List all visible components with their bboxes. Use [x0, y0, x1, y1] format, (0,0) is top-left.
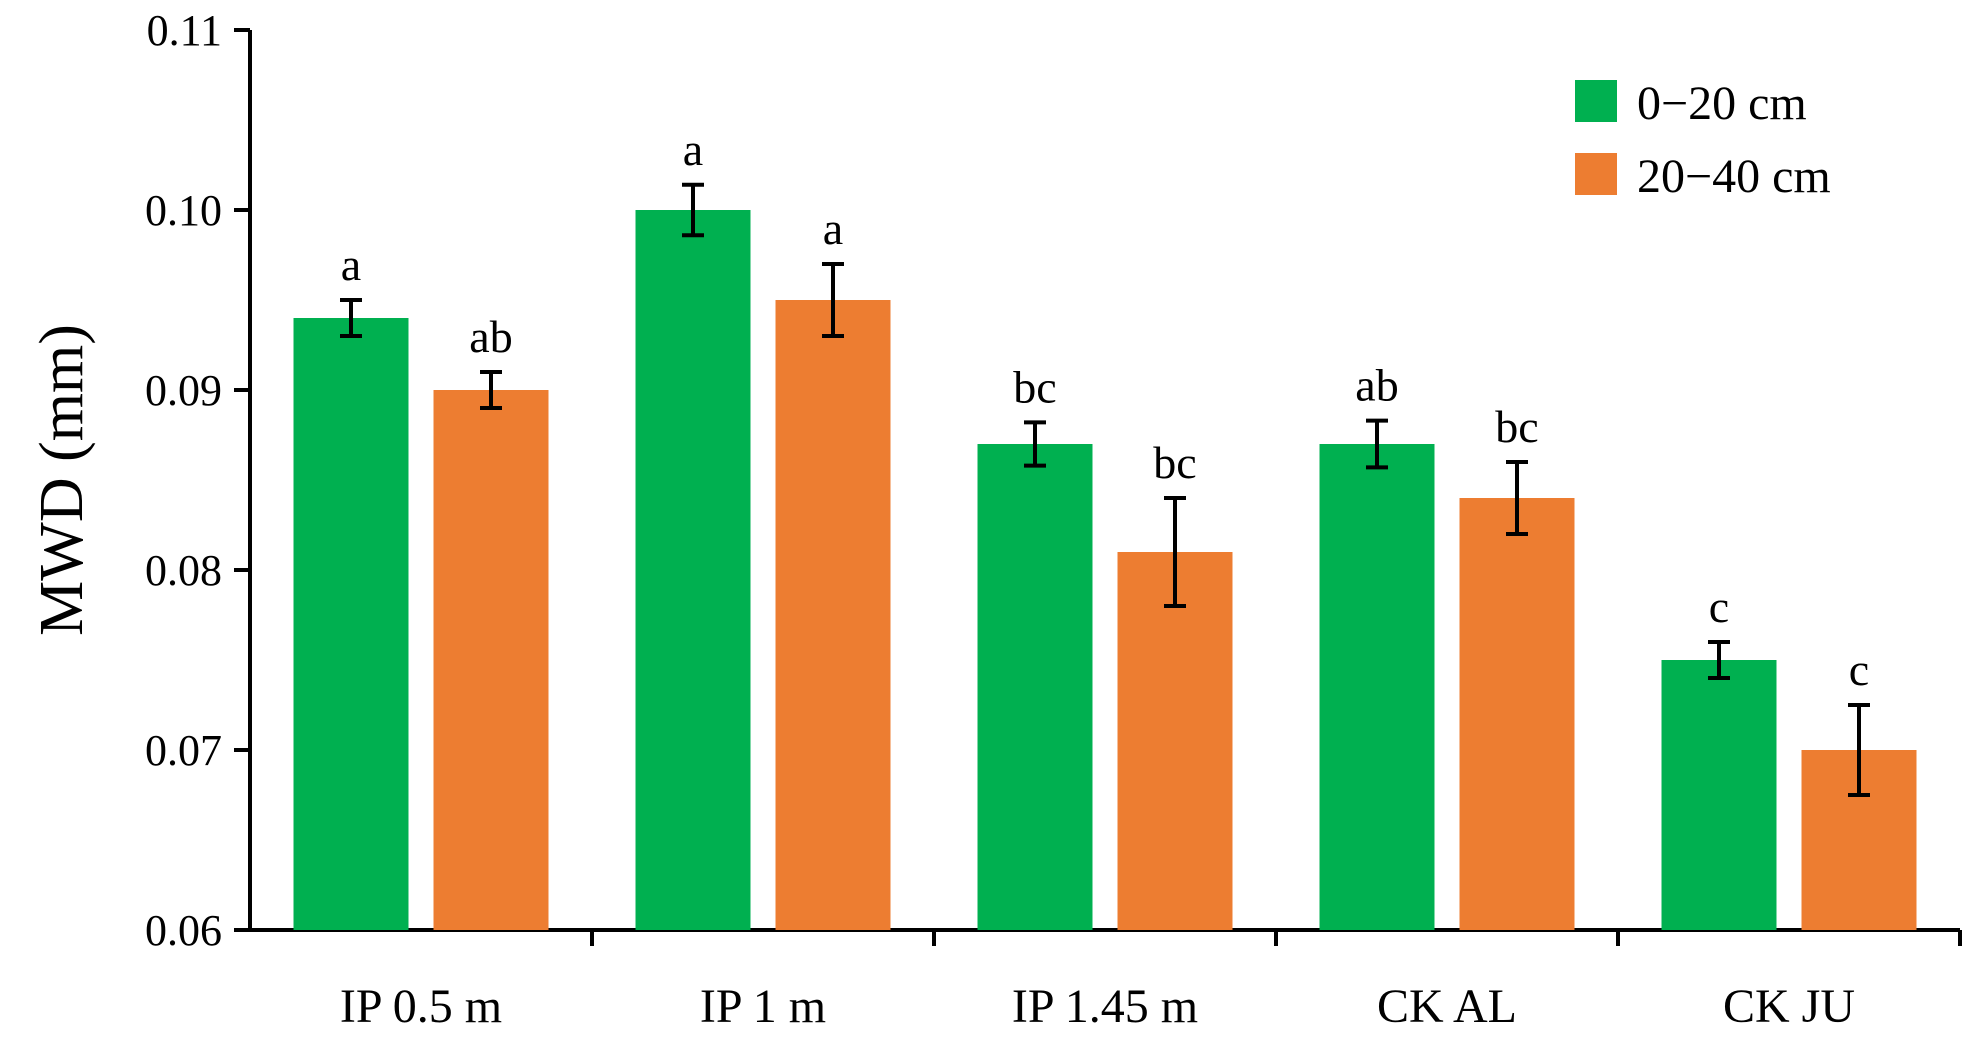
y-tick-label: 0.09 — [145, 366, 222, 415]
x-tick-label: IP 0.5 m — [340, 980, 502, 1033]
x-tick-label: CK JU — [1723, 980, 1855, 1033]
y-tick-label: 0.10 — [145, 186, 222, 235]
legend-swatch — [1575, 153, 1617, 195]
legend-label: 20−40 cm — [1637, 150, 1831, 203]
significance-label: a — [823, 203, 843, 254]
significance-label: bc — [1013, 361, 1056, 412]
bar — [1661, 660, 1777, 930]
significance-label: c — [1849, 644, 1869, 695]
y-axis-title: MWD (mm) — [28, 324, 96, 636]
legend-label: 0−20 cm — [1637, 77, 1807, 130]
x-tick-label: CK AL — [1377, 980, 1517, 1033]
bar — [433, 390, 549, 930]
bar — [977, 444, 1093, 930]
significance-label: ab — [469, 311, 512, 362]
x-tick-label: IP 1 m — [700, 980, 826, 1033]
y-tick-label: 0.07 — [145, 726, 222, 775]
bar — [293, 318, 409, 930]
significance-label: bc — [1495, 401, 1538, 452]
significance-label: a — [341, 239, 361, 290]
y-tick-label: 0.08 — [145, 546, 222, 595]
x-tick-label: IP 1.45 m — [1012, 980, 1198, 1033]
bar — [1117, 552, 1233, 930]
bar — [635, 210, 751, 930]
significance-label: bc — [1153, 437, 1196, 488]
y-tick-label: 0.06 — [145, 906, 222, 955]
y-tick-label: 0.11 — [147, 6, 222, 55]
plot-area: 0.06 0.07 0.08 0.09 0.10 0.11 MWD (mm) IP 0.5 m… — [28, 6, 1962, 1033]
bar — [1459, 498, 1575, 930]
bar — [775, 300, 891, 930]
significance-label: a — [683, 124, 703, 175]
bar — [1319, 444, 1435, 930]
significance-label: ab — [1355, 360, 1398, 411]
significance-label: c — [1709, 581, 1729, 632]
legend-swatch — [1575, 80, 1617, 122]
